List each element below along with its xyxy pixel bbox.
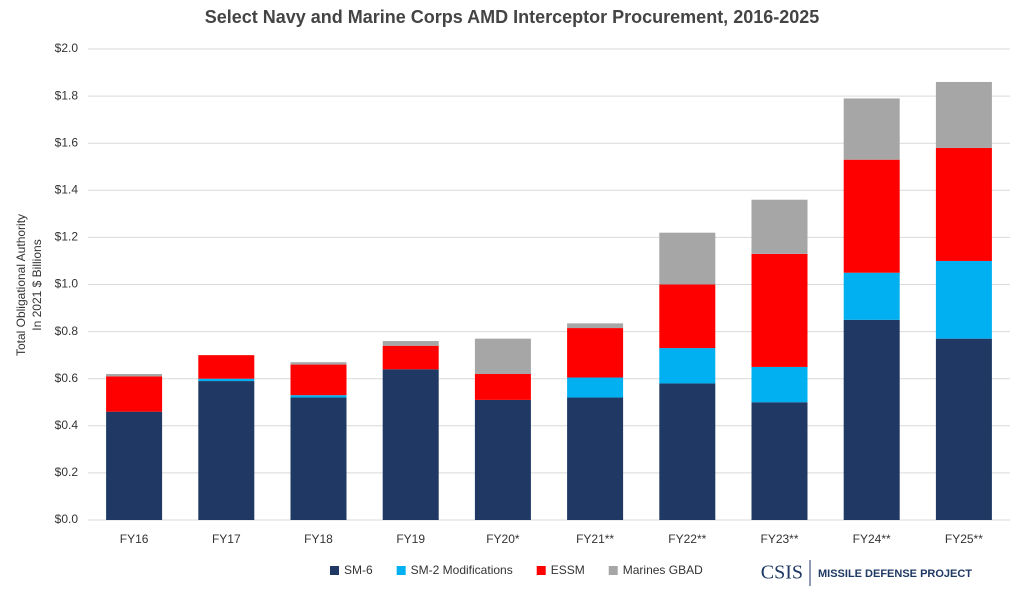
bar-segment	[382, 345, 439, 370]
bar-segment	[843, 98, 900, 160]
bar-segment	[290, 397, 347, 520]
bar-segment	[290, 364, 347, 396]
y-axis-label: Total Obligational Authority	[14, 214, 28, 356]
y-tick-label: $1.0	[55, 277, 79, 291]
bar-segment	[106, 411, 163, 520]
bar-segment	[290, 362, 347, 365]
bar-segment	[106, 373, 163, 377]
legend-label: SM-2 Modifications	[411, 563, 513, 577]
legend-swatch	[396, 566, 406, 575]
bar-segment	[751, 199, 808, 254]
x-tick-label: FY19	[396, 532, 425, 546]
y-tick-label: $1.6	[55, 135, 79, 149]
bar-segment	[751, 253, 808, 367]
bar-segment	[567, 397, 624, 520]
x-tick-label: FY20*	[486, 532, 520, 546]
x-tick-label: FY24**	[853, 532, 891, 546]
bar-segment	[659, 383, 716, 520]
bar-segment	[935, 147, 992, 261]
bar-segment	[567, 328, 624, 378]
legend-swatch	[536, 566, 546, 575]
legend-swatch	[330, 566, 339, 575]
x-tick-label: FY16	[120, 532, 149, 546]
bar-segment	[751, 402, 808, 520]
bar-segment	[198, 355, 255, 379]
bar-segment	[106, 376, 163, 412]
bar-segment	[474, 373, 531, 400]
x-tick-label: FY17	[212, 532, 241, 546]
x-tick-label: FY25**	[945, 532, 983, 546]
legend-label: Marines GBAD	[623, 563, 703, 577]
legend-swatch	[608, 566, 618, 575]
bar-segment	[474, 338, 531, 374]
y-tick-label: $1.8	[55, 88, 79, 102]
logo-org: CSIS	[761, 562, 803, 584]
legend-label: ESSM	[551, 563, 585, 577]
logo-project: MISSILE DEFENSE PROJECT	[818, 568, 972, 580]
bar-segment	[935, 81, 992, 148]
y-axis-label: In 2021 $ Billions	[30, 239, 44, 330]
bar-segment	[659, 284, 716, 349]
x-tick-label: FY21**	[576, 532, 614, 546]
y-tick-label: $0.2	[55, 465, 79, 479]
y-tick-label: $0.6	[55, 371, 79, 385]
bar-segment	[567, 377, 624, 398]
bar-segment	[843, 159, 900, 273]
bar-segment	[751, 366, 808, 403]
legend-label: SM-6	[344, 563, 373, 577]
bar-segment	[382, 341, 439, 346]
y-tick-label: $0.0	[55, 512, 79, 526]
chart-title: Select Navy and Marine Corps AMD Interce…	[205, 7, 820, 27]
bar-segment	[843, 319, 900, 520]
bar-segment	[659, 348, 716, 384]
bar-segment	[198, 381, 255, 520]
y-tick-label: $1.2	[55, 230, 79, 244]
x-tick-label: FY23**	[760, 532, 798, 546]
y-tick-label: $0.8	[55, 324, 79, 338]
y-tick-label: $0.4	[55, 418, 79, 432]
bar-segment	[659, 232, 716, 285]
bar-segment	[935, 260, 992, 339]
y-tick-label: $2.0	[55, 41, 79, 55]
bar-segment	[382, 369, 439, 520]
y-tick-label: $1.4	[55, 182, 79, 196]
bar-segment	[567, 323, 624, 329]
bar-segment	[935, 338, 992, 520]
bar-segment	[474, 399, 531, 520]
x-tick-label: FY22**	[668, 532, 706, 546]
bar-segment	[843, 272, 900, 320]
bar-segment	[290, 395, 347, 398]
bar-segment	[198, 378, 255, 382]
x-tick-label: FY18	[304, 532, 333, 546]
